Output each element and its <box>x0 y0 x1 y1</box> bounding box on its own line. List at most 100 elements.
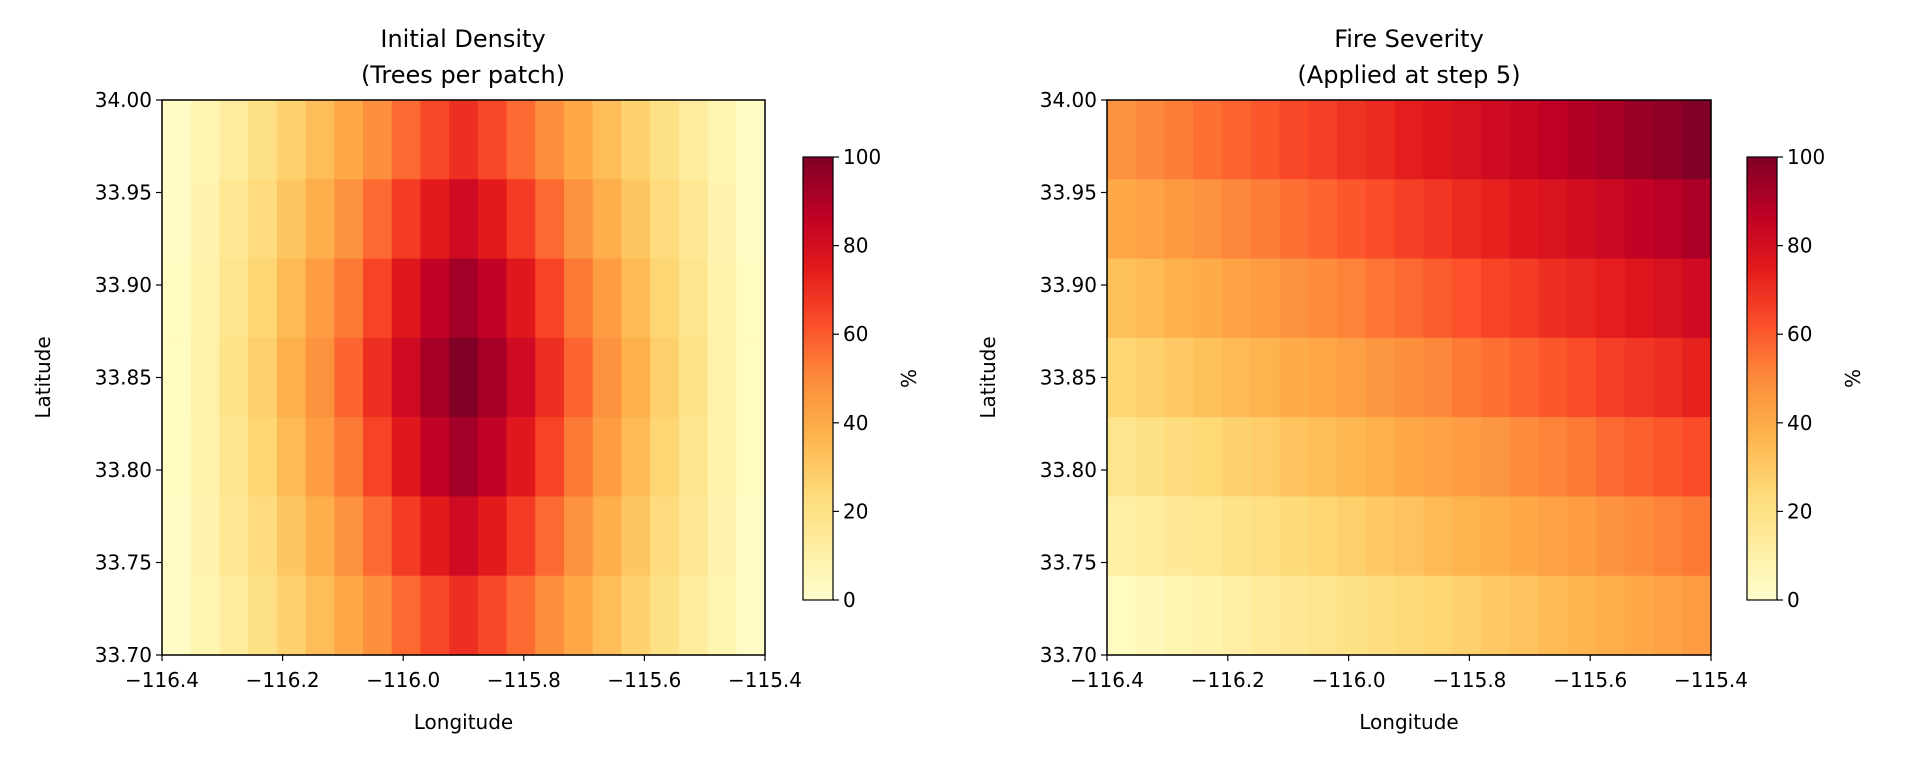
heatmap-cell <box>1222 575 1252 656</box>
heatmap-cell <box>650 575 680 656</box>
colorbar-segment <box>1747 458 1777 464</box>
heatmap-cell <box>1538 337 1568 418</box>
heatmap-cell <box>535 258 565 339</box>
colorbar-segment <box>1747 440 1777 446</box>
colorbar-segment <box>803 369 833 375</box>
heatmap-cell <box>506 417 536 498</box>
colorbar-segment <box>1747 307 1777 313</box>
heatmap-cell <box>1567 100 1597 180</box>
colorbar-tick-label: 0 <box>843 588 856 612</box>
colorbar-segment <box>803 320 833 326</box>
heatmap-cell <box>1279 100 1309 180</box>
heatmap-cell <box>506 100 536 180</box>
heatmap-cell <box>592 100 623 180</box>
colorbar-segment <box>803 303 833 309</box>
colorbar-segment <box>1747 316 1777 322</box>
heatmap-cell <box>1135 417 1166 498</box>
y-tick-label: 33.90 <box>95 273 152 297</box>
heatmap-cell <box>1193 496 1223 577</box>
heatmap-cell <box>1394 179 1424 260</box>
colorbar-segment <box>803 458 833 464</box>
heatmap-cell <box>1423 337 1453 418</box>
heatmap-cell <box>1624 496 1655 577</box>
heatmap-cell <box>391 100 422 180</box>
x-tick-label: −115.4 <box>728 668 802 692</box>
colorbar-segment <box>803 294 833 300</box>
colorbar-segment <box>1747 258 1777 264</box>
colorbar-segment <box>803 506 833 512</box>
heatmap-cell <box>1164 100 1194 180</box>
colorbar-frame <box>1746 156 1778 601</box>
colorbar-segment <box>803 524 833 530</box>
colorbar-tick-label: 60 <box>1787 322 1812 346</box>
colorbar-segment <box>1747 502 1777 508</box>
heatmap-cell <box>1509 100 1540 180</box>
heatmap-cell <box>1164 179 1194 260</box>
heatmap-cell <box>248 100 278 180</box>
heatmap-cell <box>707 179 737 260</box>
heatmap-cell <box>477 258 508 339</box>
heatmap-cell <box>391 337 422 418</box>
heatmap-cell <box>506 575 536 656</box>
heatmap-cell <box>477 100 508 180</box>
colorbar-segment <box>1747 418 1777 424</box>
heatmap-cell <box>162 100 192 180</box>
colorbar-segment <box>803 440 833 446</box>
heatmap-cell <box>1653 496 1683 577</box>
colorbar-label: % <box>897 369 921 388</box>
heatmap-cell <box>1337 575 1367 656</box>
heatmap-cell <box>219 179 249 260</box>
colorbar-segment <box>803 210 833 216</box>
colorbar-segment <box>803 241 833 247</box>
colorbar-segment <box>803 174 833 180</box>
heatmap-cell <box>190 496 221 577</box>
heatmap-cell <box>1135 575 1166 656</box>
heatmap-cell <box>707 575 737 656</box>
colorbar-tick-label: 80 <box>843 234 868 258</box>
heatmap-cell <box>190 337 221 418</box>
heatmap-cell <box>305 417 335 498</box>
colorbar-segment <box>803 161 833 167</box>
heatmap-cell <box>621 496 651 577</box>
colorbar-segment <box>1747 564 1777 570</box>
heatmap-cell <box>391 417 422 498</box>
colorbar-segment <box>803 564 833 570</box>
colorbar-segment <box>803 338 833 344</box>
colorbar-segment <box>803 568 833 575</box>
colorbar-segment <box>1747 338 1777 344</box>
heatmap-cell <box>506 496 536 577</box>
colorbar-segment <box>803 431 833 437</box>
heatmap-cell <box>564 258 594 339</box>
y-tick-label: 33.70 <box>1040 643 1097 667</box>
colorbar-segment <box>1747 245 1777 251</box>
heatmap-cell <box>1394 496 1424 577</box>
colorbar-segment <box>803 285 833 291</box>
colorbar-segment <box>803 219 833 225</box>
heatmap-cell <box>190 179 221 260</box>
colorbar-segment <box>1747 555 1777 561</box>
heatmap-cell <box>1595 575 1626 656</box>
heatmap-cell <box>477 575 508 656</box>
colorbar-segment <box>1747 281 1777 287</box>
colorbar-segment <box>1747 382 1777 388</box>
heatmap-cell <box>1365 575 1396 656</box>
x-tick-label: −116.4 <box>1070 668 1144 692</box>
colorbar-segment <box>803 529 833 535</box>
y-tick-label: 33.95 <box>1040 181 1097 205</box>
heatmap-cell <box>219 258 249 339</box>
colorbar-tick-label: 0 <box>1787 588 1800 612</box>
heatmap-cell <box>1624 179 1655 260</box>
colorbar-segment <box>1747 347 1777 353</box>
heatmap-cell <box>1279 337 1309 418</box>
heatmap-cell <box>1682 258 1712 339</box>
heatmap-cell <box>736 496 766 577</box>
heatmap-cell <box>1595 100 1626 180</box>
colorbar-segment <box>1747 568 1777 575</box>
heatmap-cell <box>1595 179 1626 260</box>
colorbar-segment <box>1747 542 1777 548</box>
heatmap-cell <box>363 179 393 260</box>
chart-subtitle: (Applied at step 5) <box>1297 61 1520 89</box>
heatmap-cell <box>420 417 450 498</box>
heatmap-cell <box>449 100 479 180</box>
heatmap-cell <box>363 417 393 498</box>
